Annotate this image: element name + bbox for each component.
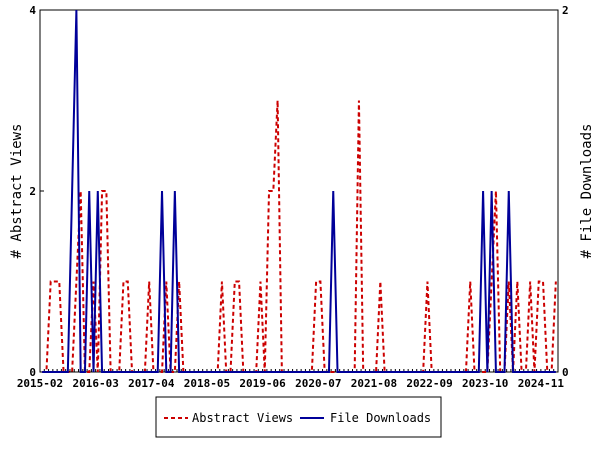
- x-tick-label: 2017-04: [128, 377, 175, 390]
- x-tick-label: 2016-03: [72, 377, 118, 390]
- x-tick-label: 2023-10: [462, 377, 508, 390]
- legend-label-file-downloads: File Downloads: [330, 411, 431, 425]
- y-left-tick-labels: 0 2 4: [29, 4, 44, 379]
- x-tick-label: 2015-02: [17, 377, 63, 390]
- x-tick-label: 2022-09: [406, 377, 452, 390]
- y-left-tick-label: 2: [29, 185, 36, 198]
- series-line-abstract-views: [42, 100, 557, 373]
- x-tick-label: 2021-08: [351, 377, 397, 390]
- y-left-tick-label: 0: [29, 366, 36, 379]
- x-tick-label: 2024-11: [518, 377, 565, 390]
- x-tick-label: 2020-07: [295, 377, 341, 390]
- x-tick-label: 2018-05: [184, 377, 230, 390]
- y-right-tick-label: 2: [562, 4, 569, 17]
- y-left-axis-title: # Abstract Views: [9, 124, 25, 259]
- series-line-file-downloads: [42, 9, 556, 373]
- x-tick-labels: 2015-02 2016-03 2017-04 2018-05 2019-06 2020-…: [17, 377, 565, 390]
- y-right-tick-label: 0: [562, 366, 569, 379]
- legend-label-abstract-views: Abstract Views: [192, 411, 293, 425]
- legend: Abstract Views File Downloads: [155, 396, 442, 438]
- y-right-axis-title: # File Downloads: [579, 124, 595, 259]
- x-tick-label: 2019-06: [239, 377, 286, 390]
- y-left-tick-label: 4: [29, 4, 36, 17]
- series-lines: [42, 9, 557, 373]
- legend-box: [155, 396, 442, 438]
